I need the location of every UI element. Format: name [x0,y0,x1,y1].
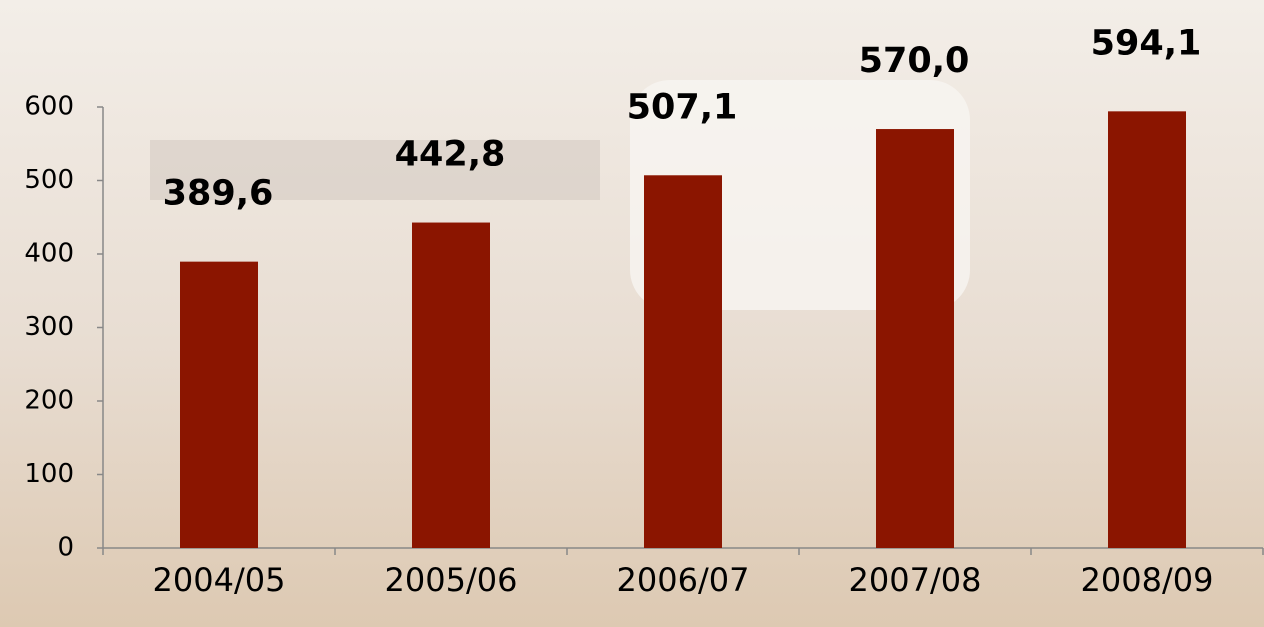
value-label: 442,8 [395,135,506,175]
y-tick-label: 300 [24,312,74,342]
x-tick-label: 2004/05 [153,561,286,599]
x-tick-label: 2007/08 [849,561,982,599]
bar [180,261,258,548]
bar [412,222,490,549]
bar [876,129,954,549]
value-label: 507,1 [627,87,738,127]
y-tick-label: 400 [24,239,74,269]
y-tick-label: 500 [24,165,74,195]
bar [644,175,722,548]
value-label: 594,1 [1091,23,1202,63]
y-tick-label: 100 [24,459,74,489]
y-tick-label: 200 [24,386,74,416]
value-label: 570,0 [859,41,970,81]
y-tick-label: 0 [57,533,74,563]
background-shape [150,140,600,200]
x-tick-label: 2008/09 [1081,561,1214,599]
y-tick-label: 600 [24,92,74,122]
x-tick-label: 2006/07 [617,561,750,599]
x-tick-label: 2005/06 [385,561,518,599]
value-label: 389,6 [163,174,274,214]
bar [1108,111,1186,549]
